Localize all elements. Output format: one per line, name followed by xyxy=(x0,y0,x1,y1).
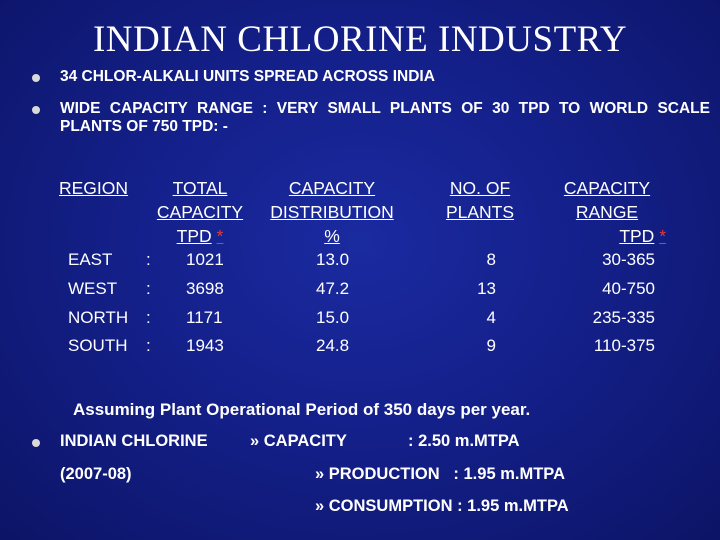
capacity-label: » CAPACITY xyxy=(250,432,347,450)
cell-separator: : xyxy=(146,250,151,269)
header-no-of-plants: NO. OF PLANTS xyxy=(445,178,515,222)
cell-range: 30-365 xyxy=(602,250,655,269)
slide-title: INDIAN CHLORINE INDUSTRY xyxy=(92,19,628,60)
cell-distribution: 13.0 xyxy=(316,250,350,269)
cell-distribution: 47.2 xyxy=(316,279,350,298)
cell-total-capacity: 1171 xyxy=(186,308,223,327)
cell-region: EAST xyxy=(68,250,113,269)
year-label: (2007-08) xyxy=(60,465,132,483)
header-total-capacity: TOTAL CAPACITY TPD * xyxy=(156,178,244,246)
cell-separator: : xyxy=(146,279,151,298)
cell-total-capacity: 3698 xyxy=(186,279,224,298)
cell-total-capacity: 1021 xyxy=(186,250,224,269)
cell-plants: 13 xyxy=(477,279,496,298)
cell-region: WEST xyxy=(68,279,118,298)
cell-plants: 4 xyxy=(486,308,496,327)
bullet-capacity-range: WIDE CAPACITY RANGE : VERY SMALL PLANTS … xyxy=(60,100,710,135)
cell-separator: : xyxy=(146,336,151,355)
cell-distribution: 15.0 xyxy=(316,308,350,327)
cell-plants: 9 xyxy=(486,336,496,355)
cell-distribution: 24.8 xyxy=(316,336,350,355)
production-line: » PRODUCTION : 1.95 m.MTPA xyxy=(315,465,565,483)
consumption-line: » CONSUMPTION : 1.95 m.MTPA xyxy=(315,497,569,515)
header-capacity-range: CAPACITY RANGE TPD * xyxy=(563,178,666,246)
header-capacity-distribution: CAPACITY DISTRIBUTION % xyxy=(270,178,394,246)
cell-plants: 8 xyxy=(486,250,496,269)
cell-range: 40-750 xyxy=(602,279,655,298)
cell-range: 235-335 xyxy=(592,308,655,327)
cell-region: NORTH xyxy=(68,308,129,327)
bullet-dot-icon xyxy=(32,74,40,82)
chlorine-label: INDIAN CHLORINE xyxy=(60,432,208,450)
header-region: REGION xyxy=(59,178,129,198)
bullet-dot-icon xyxy=(32,106,40,114)
assumption-note: Assuming Plant Operational Period of 350… xyxy=(73,400,531,419)
cell-separator: : xyxy=(146,308,151,327)
bullet-dot-icon xyxy=(32,439,40,447)
bullet-units: 34 CHLOR-ALKALI UNITS SPREAD ACROSS INDI… xyxy=(60,68,435,85)
cell-range: 110-375 xyxy=(593,336,655,355)
cell-region: SOUTH xyxy=(68,336,128,355)
capacity-value: : 2.50 m.MTPA xyxy=(408,432,520,450)
cell-total-capacity: 1943 xyxy=(186,336,224,355)
